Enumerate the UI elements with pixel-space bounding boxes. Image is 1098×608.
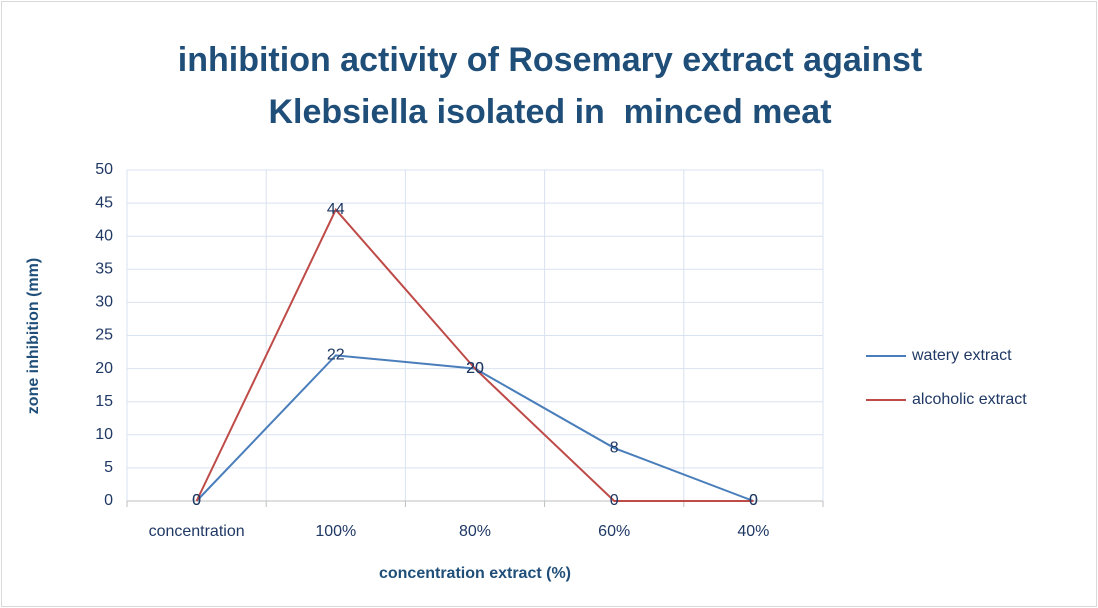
y-tick-label: 35 [95,261,113,278]
y-tick-label: 30 [95,294,113,311]
legend-label: watery extract [911,347,1012,364]
data-label: 0 [749,492,758,509]
x-tick-label: 60% [598,523,630,540]
data-label: 0 [749,492,758,509]
y-tick-label: 45 [95,194,113,211]
x-tick-label: 40% [737,523,769,540]
y-tick-label: 20 [95,360,113,377]
data-label: 0 [192,492,201,509]
y-tick-label: 5 [104,459,113,476]
y-tick-label: 10 [95,426,113,443]
y-tick-label: 50 [95,161,113,178]
y-tick-label: 15 [95,393,113,410]
data-label: 8 [610,439,619,456]
data-label: 44 [327,201,345,218]
data-label: 22 [327,347,345,364]
x-tick-label: 100% [315,523,356,540]
y-tick-label: 0 [104,492,113,509]
y-tick-label: 40 [95,227,113,244]
y-axis-title: zone inhibition (mm) [25,258,42,414]
chart-title: Klebsiella isolated in minced meat [268,93,831,131]
x-tick-label: concentration [149,523,245,540]
data-label: 20 [466,360,484,377]
chart-title: inhibition activity of Rosemary extract … [178,41,922,79]
data-label: 0 [192,492,201,509]
data-label: 0 [610,492,619,509]
y-tick-label: 25 [95,327,113,344]
legend-label: alcoholic extract [912,391,1027,408]
x-tick-label: 80% [459,523,491,540]
x-axis-title: concentration extract (%) [379,565,571,582]
data-label: 20 [466,360,484,377]
series-line [195,207,754,502]
